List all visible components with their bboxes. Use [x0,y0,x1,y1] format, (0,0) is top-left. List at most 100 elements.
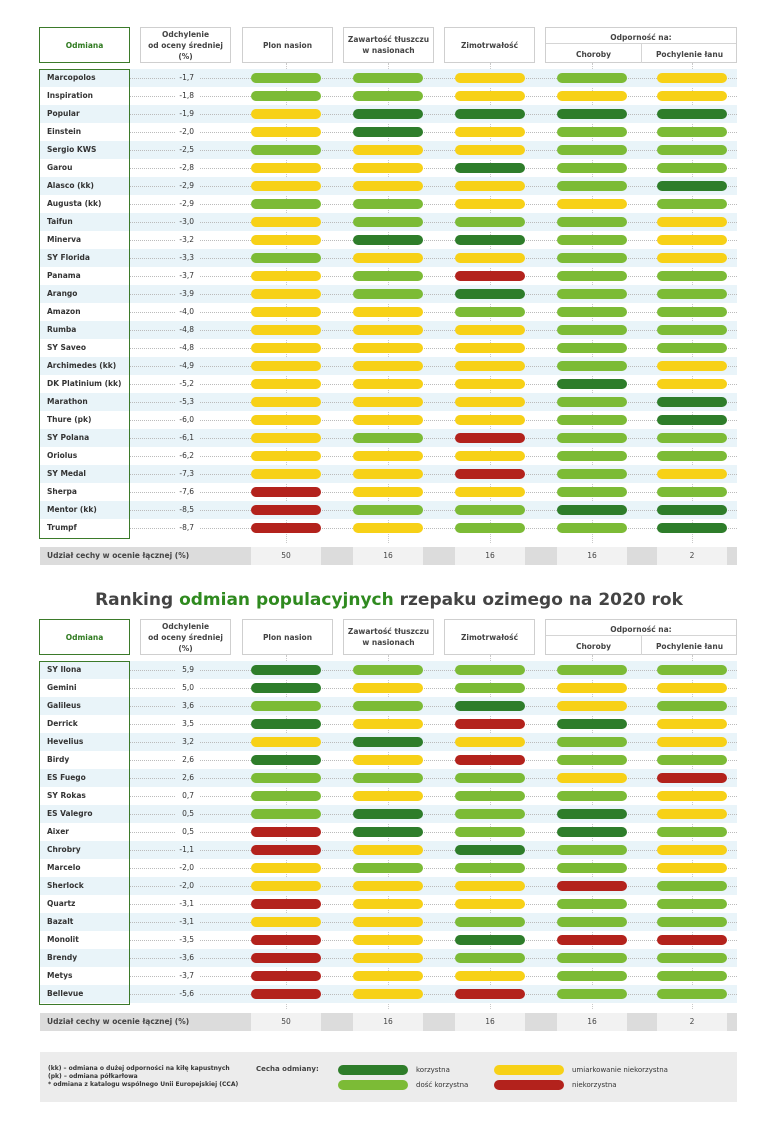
rating-pill-fat [353,505,423,515]
row-leader [130,312,175,313]
rating-pill-winter [455,109,525,119]
rating-pill-winter [455,523,525,533]
share-value-lodging: 2 [657,547,727,565]
rating-pill-disease [557,683,627,693]
rating-pill-lodging [657,181,727,191]
variety-deviation: -3,2 [179,235,194,244]
rating-pill-fat [353,953,423,963]
variety-name: Arango [47,289,78,298]
rating-pill-winter [455,361,525,371]
rating-pill-disease [557,737,627,747]
variety-deviation: -4,9 [179,361,194,370]
variety-name: Rumba [47,325,77,334]
rating-pill-disease [557,217,627,227]
rating-pill-fat [353,163,423,173]
rating-pill-yield [251,719,321,729]
variety-name: Marathon [47,397,88,406]
rating-pill-disease [557,289,627,299]
variety-deviation: -4,8 [179,343,194,352]
rating-pill-winter [455,397,525,407]
rating-pill-winter [455,845,525,855]
rating-pill-winter [455,773,525,783]
rating-pill-lodging [657,361,727,371]
variety-deviation: -2,0 [179,127,194,136]
header-fat-line: Zawartość tłuszczu [347,627,430,636]
rating-pill-lodging [657,469,727,479]
share-value-fat: 16 [353,547,423,565]
rating-pill-winter [455,863,525,873]
header-yield: Plon nasion [242,27,333,63]
rating-pill-yield [251,451,321,461]
rating-pill-disease [557,701,627,711]
rating-pill-winter [455,235,525,245]
rating-pill-fat [353,809,423,819]
variety-deviation: -5,3 [179,397,194,406]
rating-pill-fat [353,755,423,765]
rating-pill-fat [353,145,423,155]
rating-pill-fat [353,73,423,83]
share-value-lodging: 2 [657,1013,727,1031]
rating-pill-lodging [657,343,727,353]
variety-name: SY Medal [47,469,86,478]
header-variety: Odmiana [39,619,130,655]
rating-pill-lodging [657,791,727,801]
variety-deviation: -7,6 [179,487,194,496]
row-leader [130,670,175,671]
rating-pill-fat [353,989,423,999]
variety-deviation: -2,9 [179,199,194,208]
header-yield: Plon nasion [242,619,333,655]
variety-deviation: -3,7 [179,271,194,280]
rating-pill-winter [455,971,525,981]
row-leader [130,706,175,707]
rating-pill-disease [557,73,627,83]
rating-pill-winter [455,755,525,765]
rating-pill-winter [455,289,525,299]
legend-note: * odmiana z katalogu wspólnego Unii Euro… [48,1081,239,1088]
rating-pill-winter [455,145,525,155]
header-fat-line: w nasionach [362,46,415,55]
rating-pill-winter [455,809,525,819]
rating-pill-yield [251,145,321,155]
variety-deviation: 0,5 [182,809,194,818]
rating-pill-yield [251,91,321,101]
row-leader [130,688,175,689]
rating-pill-yield [251,73,321,83]
rating-pill-winter [455,91,525,101]
rating-pill-yield [251,325,321,335]
header-deviation: Odchylenie od oceny średniej (%) [140,27,231,63]
variety-deviation: -8,7 [179,523,194,532]
variety-deviation: -6,2 [179,451,194,460]
variety-name: Bazalt [47,917,74,926]
variety-column-frame [39,661,130,1005]
rating-pill-disease [557,755,627,765]
row-leader [130,814,175,815]
page-title: Ranking odmian populacyjnych rzepaku ozi… [95,590,683,610]
rating-pill-yield [251,271,321,281]
rating-pill-yield [251,701,321,711]
rating-pill-lodging [657,953,727,963]
rating-pill-disease [557,361,627,371]
legend-swatch-dosc-korzystna [338,1080,408,1090]
rating-pill-yield [251,307,321,317]
row-leader [130,132,175,133]
rating-pill-fat [353,487,423,497]
row-leader [130,204,175,205]
variety-name: SY Saveo [47,343,87,352]
header-divider [641,635,642,655]
rating-pill-yield [251,379,321,389]
rating-pill-disease [557,325,627,335]
rating-pill-lodging [657,917,727,927]
legend-swatch-niekorzystna [494,1080,564,1090]
row-leader [130,258,175,259]
variety-name: Chrobry [47,845,81,854]
variety-deviation: -4,8 [179,325,194,334]
row-leader [130,940,175,941]
rating-pill-winter [455,665,525,675]
rating-pill-winter [455,881,525,891]
rating-pill-disease [557,989,627,999]
rating-pill-lodging [657,325,727,335]
row-leader [130,510,175,511]
legend-swatch-korzystna [338,1065,408,1075]
share-value-winter: 16 [455,547,525,565]
rating-pill-fat [353,971,423,981]
